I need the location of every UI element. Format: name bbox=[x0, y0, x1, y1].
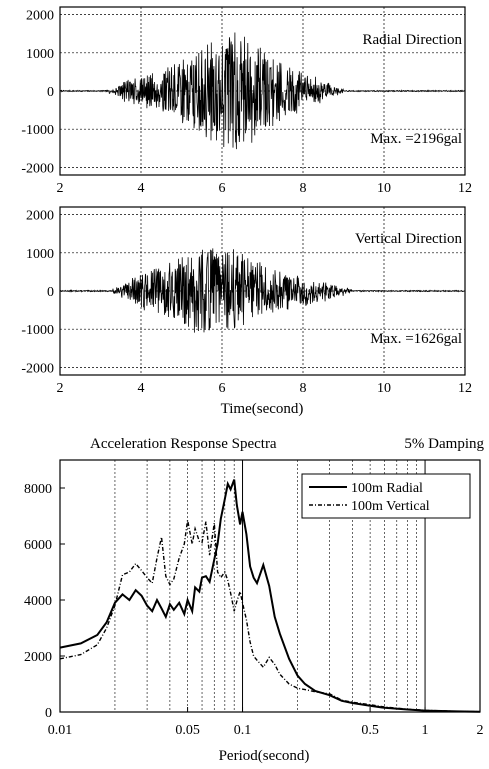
x-tick-label: 10 bbox=[377, 381, 391, 396]
y-tick-label: 6000 bbox=[24, 538, 52, 553]
x-tick-label: 0.1 bbox=[234, 723, 252, 738]
x-tick-label: 12 bbox=[458, 181, 472, 196]
x-tick-label: 6 bbox=[219, 181, 226, 196]
x-tick-label: 4 bbox=[138, 381, 145, 396]
vertical-acceleration-panel: 2 4 6 8 10 12 2000 1000 0 -1000 -2000 Vertical Dir… bbox=[21, 206, 472, 417]
y-tick-label: 2000 bbox=[26, 209, 54, 224]
spectra-plot-frame bbox=[59, 459, 481, 713]
x-tick-label: 12 bbox=[458, 381, 472, 396]
y-tick-label: 4000 bbox=[24, 594, 52, 609]
y-tick-label: -2000 bbox=[21, 161, 54, 176]
x-tick-label: 2 bbox=[57, 381, 64, 396]
vertical-spectrum-line bbox=[59, 520, 481, 713]
spectra-series bbox=[59, 479, 481, 713]
x-tick-label: 1 bbox=[422, 723, 429, 738]
y-tick-label: -2000 bbox=[21, 361, 54, 376]
y-tick-label: 8000 bbox=[24, 482, 52, 497]
spectra-legend: 100m Radial 100m Vertical bbox=[301, 473, 471, 519]
radial-direction-label: Radial Direction bbox=[362, 32, 462, 48]
radial-max-label: Max. =2196gal bbox=[370, 131, 462, 147]
response-spectra-panel: Acceleration Response Spectra 5% Damping… bbox=[24, 436, 484, 764]
x-tick-label: 0.5 bbox=[361, 723, 379, 738]
y-tick-label: 0 bbox=[47, 85, 54, 100]
vertical-waveform-line bbox=[59, 248, 465, 333]
legend-radial-label: 100m Radial bbox=[351, 481, 423, 496]
y-tick-label: 1000 bbox=[26, 47, 54, 62]
y-tick-label: 1000 bbox=[26, 247, 54, 262]
spectra-tick-labels: 0.01 0.05 0.1 0.5 1 2 0 2000 4000 6000 8000 bbox=[24, 482, 484, 738]
y-tick-label: -1000 bbox=[21, 323, 54, 338]
spectra-title: Acceleration Response Spectra bbox=[90, 436, 277, 452]
vertical-max-label: Max. =1626gal bbox=[370, 331, 462, 347]
x-tick-label: 0.01 bbox=[48, 723, 73, 738]
damping-label: 5% Damping bbox=[404, 436, 484, 452]
y-tick-label: 2000 bbox=[24, 650, 52, 665]
radial-acceleration-panel: 2 4 6 8 10 12 2000 1000 0 -1000 -2000 Radial Direc… bbox=[21, 6, 472, 196]
x-tick-label: 2 bbox=[477, 723, 484, 738]
x-tick-label: 6 bbox=[219, 381, 226, 396]
x-tick-label: 0.05 bbox=[175, 723, 200, 738]
legend-vertical-label: 100m Vertical bbox=[351, 499, 430, 514]
x-tick-label: 8 bbox=[300, 181, 307, 196]
radial-spectrum-line bbox=[59, 479, 481, 713]
y-tick-label: 2000 bbox=[26, 9, 54, 24]
x-tick-label: 2 bbox=[57, 181, 64, 196]
radial-waveform-line bbox=[59, 32, 466, 150]
time-axis-label: Time(second) bbox=[221, 401, 304, 417]
y-tick-label: 0 bbox=[45, 706, 52, 721]
vertical-tick-labels: 2 4 6 8 10 12 2000 1000 0 -1000 -2000 bbox=[21, 209, 472, 396]
x-tick-label: 10 bbox=[377, 181, 391, 196]
y-tick-label: -1000 bbox=[21, 123, 54, 138]
y-tick-label: 0 bbox=[47, 285, 54, 300]
vertical-direction-label: Vertical Direction bbox=[355, 231, 463, 247]
x-tick-label: 4 bbox=[138, 181, 145, 196]
radial-tick-labels: 2 4 6 8 10 12 2000 1000 0 -1000 -2000 bbox=[21, 9, 472, 196]
x-tick-label: 8 bbox=[300, 381, 307, 396]
legend-box bbox=[301, 473, 471, 519]
period-axis-label: Period(second) bbox=[219, 748, 310, 764]
